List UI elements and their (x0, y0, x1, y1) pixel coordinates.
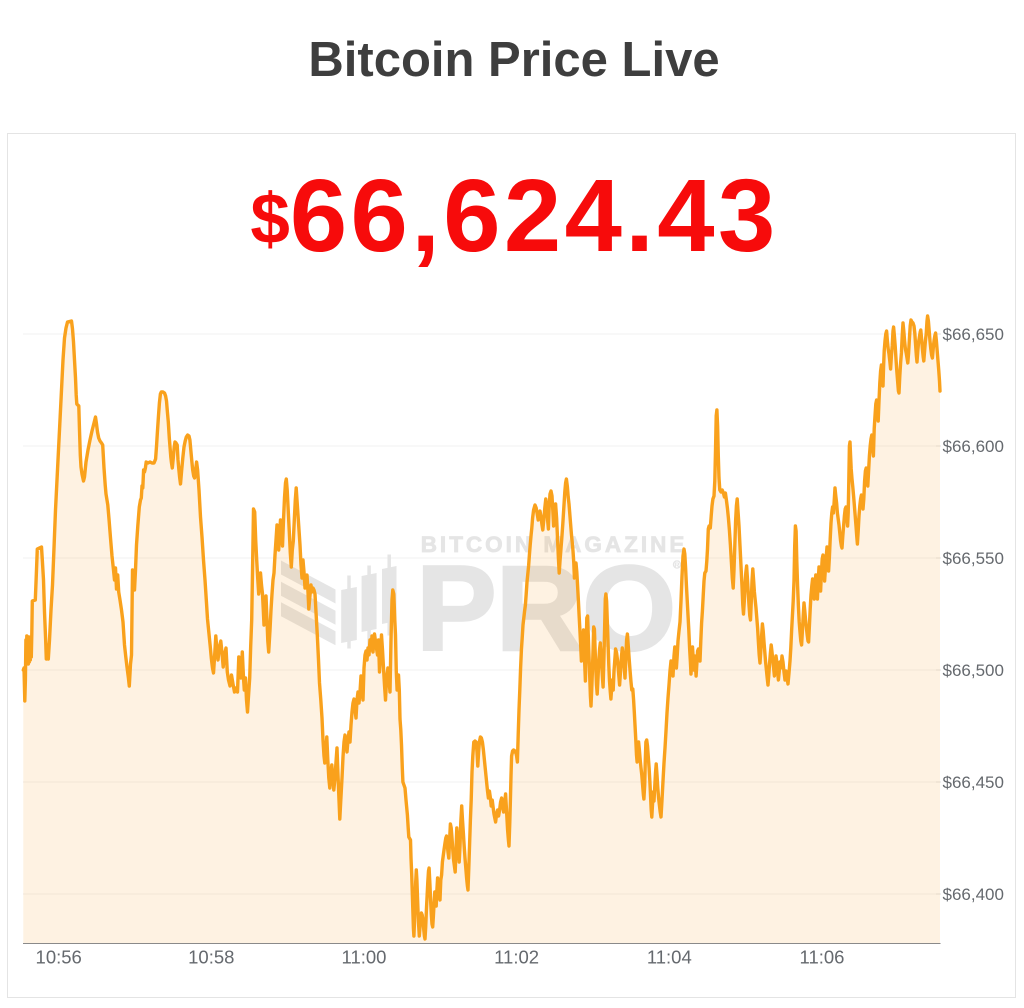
svg-text:$66,550: $66,550 (943, 549, 1004, 568)
svg-text:$66,400: $66,400 (943, 885, 1004, 904)
svg-text:11:04: 11:04 (647, 947, 692, 968)
svg-text:11:06: 11:06 (800, 947, 845, 968)
svg-text:$66,650: $66,650 (943, 325, 1004, 344)
svg-text:$66,600: $66,600 (943, 437, 1004, 456)
svg-text:10:58: 10:58 (188, 947, 234, 968)
svg-text:$66,500: $66,500 (943, 661, 1004, 680)
svg-text:11:02: 11:02 (494, 947, 539, 968)
svg-text:R: R (674, 560, 680, 569)
svg-text:Bitcoin Price Live: Bitcoin Price Live (308, 33, 719, 87)
svg-text:PRO: PRO (416, 540, 675, 676)
svg-text:$66,624.43: $66,624.43 (250, 158, 778, 273)
svg-text:10:56: 10:56 (36, 947, 82, 968)
svg-text:$66,450: $66,450 (943, 773, 1004, 792)
svg-text:BITCOIN MAGAZINE: BITCOIN MAGAZINE (421, 532, 688, 557)
svg-text:11:00: 11:00 (342, 947, 387, 968)
